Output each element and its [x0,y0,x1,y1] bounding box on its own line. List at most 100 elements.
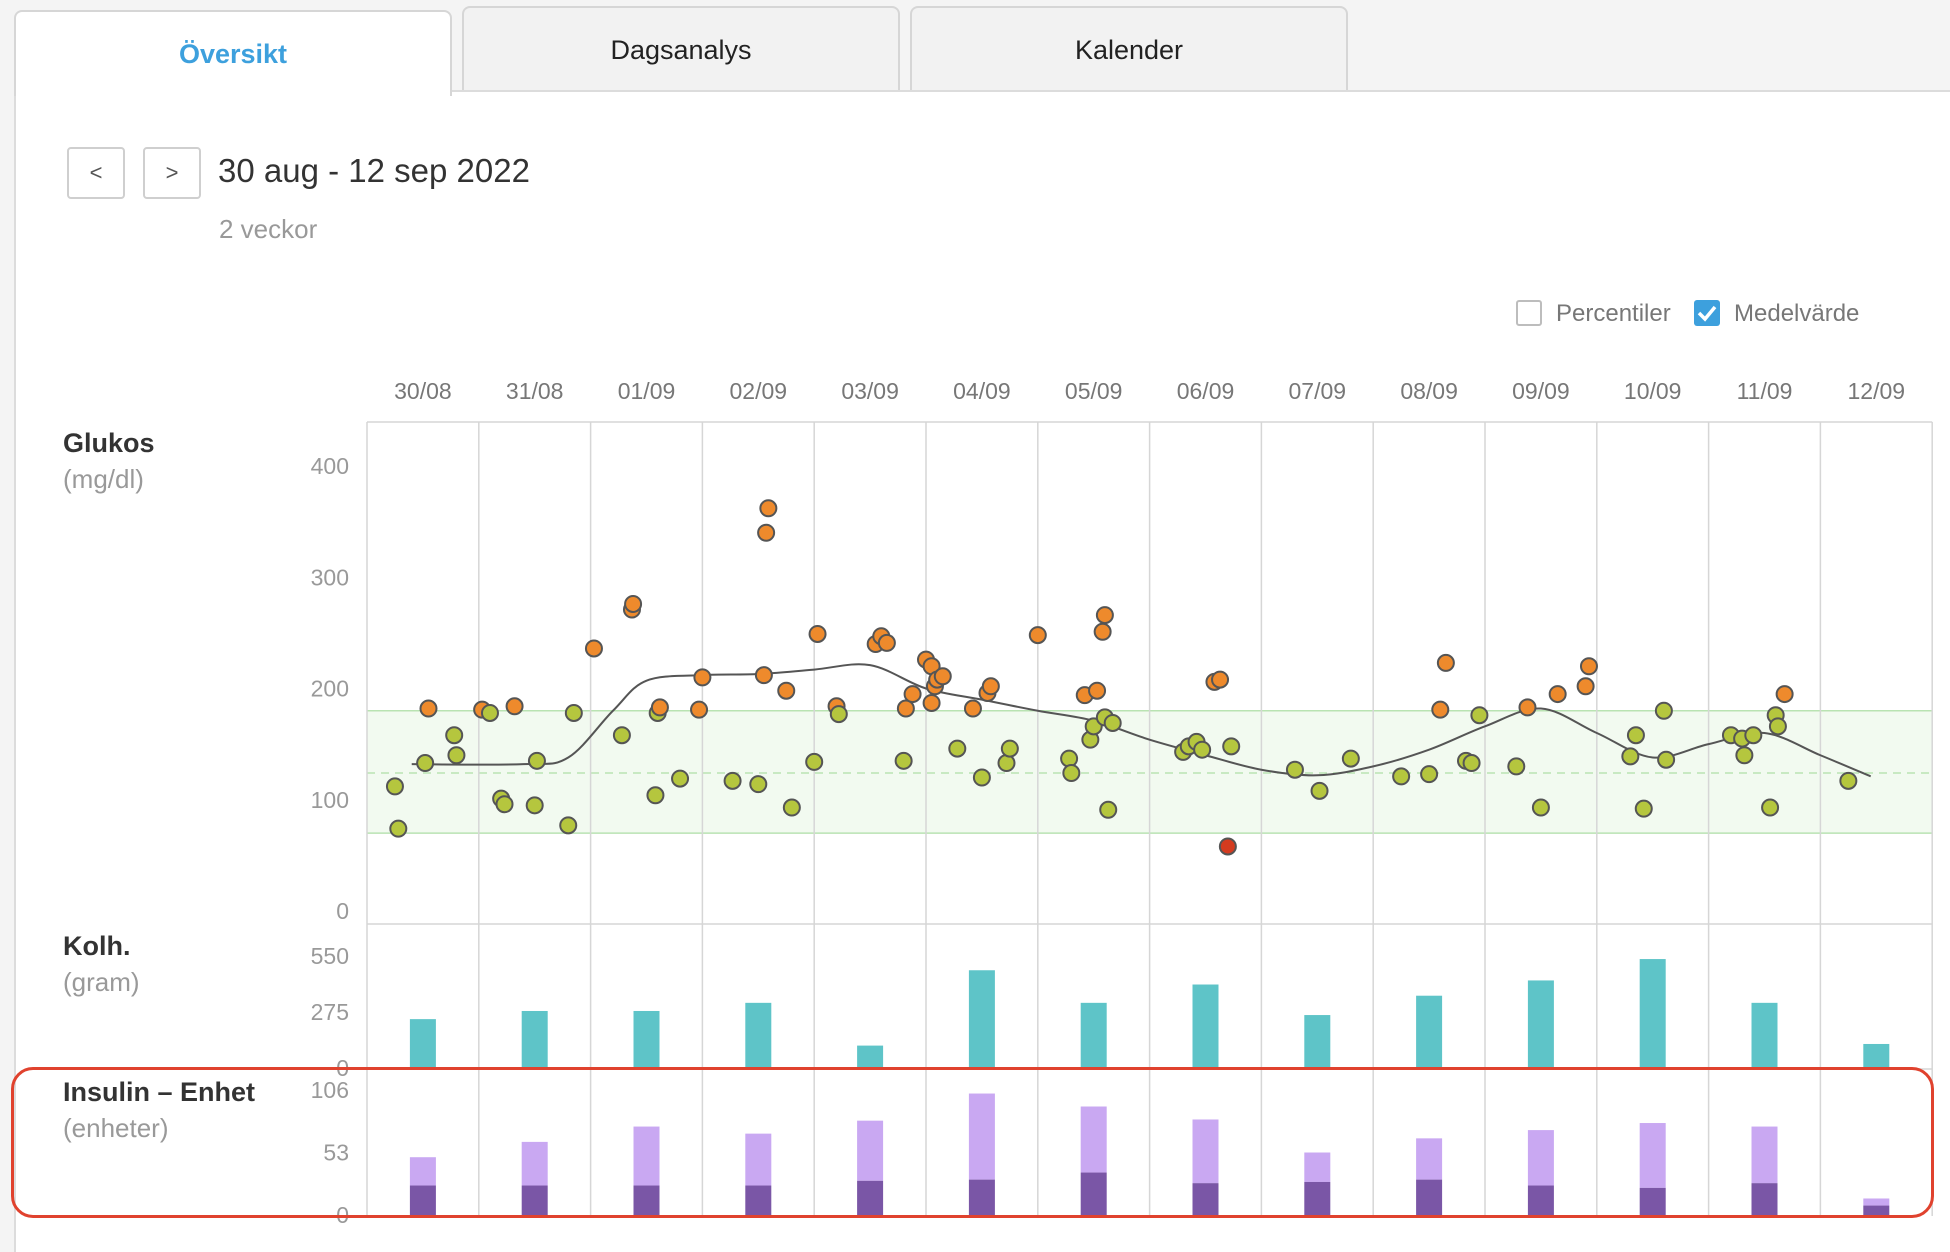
glucose-point [948,739,967,758]
carbs-bar [521,1010,548,1068]
glucose-point [1626,726,1645,745]
glucose-point [1193,740,1212,759]
insulin-basal-bar [1304,1152,1331,1182]
glucose-point [584,639,603,658]
insulin-basal-bar [521,1141,548,1186]
glucose-point [1744,726,1763,745]
glucose-point [805,752,824,771]
glucose-point [808,624,827,643]
insulin-basal-bar [409,1157,436,1186]
carbs-tick-label: 550 [311,943,349,969]
glucose-point [1507,757,1526,776]
tab-dagsanalys[interactable]: Dagsanalys [462,6,900,92]
glucose-point [527,751,546,770]
glucose-point [1768,717,1787,736]
day-header-label: 07/09 [1289,378,1347,404]
insulin-title: Insulin – Enhet [63,1077,256,1107]
glucose-point [1462,754,1481,773]
glucose-point [894,751,913,770]
insulin-basal-bar [633,1126,660,1186]
insulin-basal-bar [1192,1119,1219,1184]
insulin-bolus-bar [1080,1172,1107,1215]
day-header-label: 03/09 [841,378,899,404]
carbs-title: Kolh. [63,931,131,961]
period-title: 30 aug - 12 sep 2022 [218,152,530,189]
glucose-point [1088,681,1107,700]
glucose-point [759,499,778,518]
day-header-label: 04/09 [953,378,1011,404]
glucose-point [1657,750,1676,769]
insulin-basal-bar [1080,1106,1107,1173]
glucose-point [1634,799,1653,818]
carbs-bar [1639,959,1666,1068]
carbs-bar [1751,1002,1778,1068]
tab-kalender[interactable]: Kalender [910,6,1348,92]
glucose-point [1310,781,1329,800]
glucose-point [829,705,848,724]
insulin-bolus-bar [521,1185,548,1215]
glucose-point [1392,767,1411,786]
insulin-bolus-bar [1304,1181,1331,1215]
glucose-point [671,769,690,788]
glucose-tick-label: 0 [336,898,349,924]
insulin-basal-bar [1416,1138,1443,1180]
glucose-point [1028,626,1047,645]
glucose-point [1103,713,1122,732]
carbs-bar [968,970,995,1068]
glucose-point [564,703,583,722]
glucose-point [1654,701,1673,720]
glucose-point [1531,798,1550,817]
percentiles-label: Percentiler [1556,300,1671,327]
mean-checkbox[interactable] [1694,300,1720,326]
glucose-unit: (mg/dl) [63,464,144,494]
glucose-point [1341,749,1360,768]
glucose-point [1548,685,1567,704]
percentiles-checkbox[interactable] [1516,300,1542,326]
glucose-point [933,667,952,686]
glucose-point [480,703,499,722]
glucose-point [495,795,514,814]
day-header-label: 05/09 [1065,378,1123,404]
glucose-point [1062,764,1081,783]
carbs-bar [857,1045,884,1068]
glucose-point [1099,800,1118,819]
glucose-point [754,666,773,685]
insulin-tick-label: 106 [311,1077,349,1103]
glucose-point [1579,657,1598,676]
glucose-point [693,668,712,687]
glucose-point [1761,798,1780,817]
glucose-point [777,681,796,700]
glucose-point [963,699,982,718]
tab-oversikt[interactable]: Översikt [14,10,452,96]
day-header-label: 02/09 [730,378,788,404]
glucose-point [1576,677,1595,696]
carbs-bar [745,1002,772,1068]
prev-period-button[interactable]: < [67,147,125,199]
glucose-point [981,677,1000,696]
day-header-label: 08/09 [1400,378,1458,404]
insulin-bolus-bar [1416,1179,1443,1215]
glucose-point [1218,837,1237,856]
carbs-unit: (gram) [63,967,140,997]
insulin-basal-bar [1751,1126,1778,1184]
glucose-point [1735,746,1754,765]
glucose-tick-label: 400 [311,453,349,479]
next-period-button[interactable]: > [143,147,201,199]
glucose-point [903,685,922,704]
insulin-basal-bar [968,1093,995,1180]
glucose-point [1431,700,1450,719]
glucose-point [389,819,408,838]
glucose-point [896,699,915,718]
carbs-bar [633,1010,660,1068]
period-subtitle: 2 veckor [219,214,318,244]
glucose-point [1839,771,1858,790]
glucose-tick-label: 200 [311,676,349,702]
glucose-point [757,523,776,542]
glucose-point [525,796,544,815]
day-header-label: 01/09 [618,378,676,404]
glucose-point [1095,606,1114,625]
carbs-tick-label: 275 [311,999,349,1025]
day-header-label: 09/09 [1512,378,1570,404]
glucose-point [419,699,438,718]
glucose-point [1518,698,1537,717]
